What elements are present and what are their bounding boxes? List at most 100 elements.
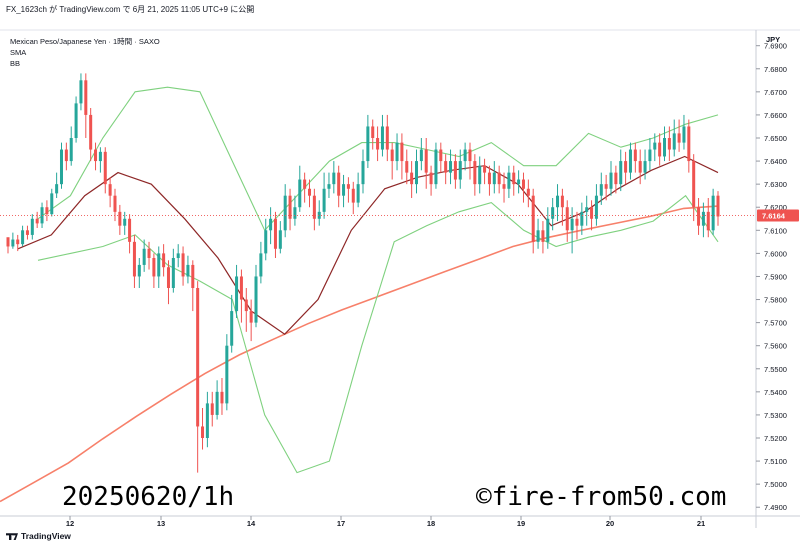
candle-body: [551, 207, 555, 219]
candle-body: [337, 172, 341, 196]
watermark-date: 20250620/1h: [62, 482, 235, 512]
candle-body: [244, 299, 248, 312]
candle-body: [531, 195, 535, 242]
candle-body: [118, 211, 122, 226]
candle-body: [633, 149, 637, 162]
candle-body: [682, 126, 686, 143]
candle-body: [521, 179, 525, 189]
candle-body: [16, 239, 20, 245]
candle-body: [449, 161, 453, 173]
symbol-title: Mexican Peso/Japanese Yen · 1時間 · SAXO: [10, 37, 160, 46]
candle-body: [653, 142, 657, 150]
price-tick-label: 7.6100: [764, 226, 787, 235]
time-tick-label: 17: [337, 519, 345, 528]
chart-legend: Mexican Peso/Japanese Yen · 1時間 · SAXO S…: [10, 36, 160, 69]
candle-body: [327, 184, 331, 189]
legend-bb[interactable]: BB: [10, 59, 21, 68]
candle-body: [50, 193, 54, 215]
candle-body: [259, 253, 263, 277]
time-tick-label: 12: [66, 519, 74, 528]
candle-body: [419, 149, 423, 162]
candle-body: [594, 195, 598, 219]
price-tick-label: 7.4900: [764, 503, 787, 512]
candle-body: [444, 161, 448, 173]
price-tick-label: 7.5200: [764, 434, 787, 443]
bb-basis-line: [17, 155, 719, 335]
candle-body: [254, 276, 258, 323]
candle-body: [108, 184, 112, 196]
legend-sma[interactable]: SMA: [10, 48, 27, 57]
price-tick-label: 7.5900: [764, 272, 787, 281]
candle-body: [186, 264, 190, 277]
candle-body: [342, 184, 346, 196]
candle-body: [624, 161, 628, 173]
candle-body: [575, 218, 579, 226]
price-tick-label: 7.6000: [764, 249, 787, 258]
candle-body: [64, 149, 68, 162]
candle-body: [585, 207, 589, 212]
candle-body: [473, 161, 477, 185]
candle-body: [94, 149, 98, 162]
candle-body: [196, 288, 200, 427]
candle-body: [298, 179, 302, 208]
candle-body: [25, 230, 29, 235]
candle-body: [235, 276, 239, 312]
candle-body: [541, 230, 545, 242]
candle-body: [658, 142, 662, 157]
candle-body: [157, 253, 161, 277]
candle-body: [230, 311, 234, 346]
candle-body: [371, 126, 375, 138]
candle-body: [667, 138, 671, 150]
candle-body: [429, 172, 433, 185]
candle-body: [171, 258, 175, 288]
tradingview-logo-icon: [6, 533, 18, 541]
last-price-label: 7.6164: [762, 212, 786, 221]
candle-body: [434, 149, 438, 185]
candle-body: [273, 218, 277, 249]
candle-body: [638, 161, 642, 173]
candle-body: [692, 161, 696, 208]
candle-body: [468, 149, 472, 162]
candle-body: [565, 207, 569, 231]
candle-body: [220, 391, 224, 404]
candle-body: [643, 161, 647, 173]
candle-body: [346, 184, 350, 189]
price-tick-label: 7.5000: [764, 480, 787, 489]
candle-body: [249, 311, 253, 323]
candle-body: [385, 126, 389, 150]
candle-body: [293, 207, 297, 219]
candle-body: [59, 149, 64, 185]
sma-line: [0, 205, 719, 503]
candle-body: [487, 172, 491, 185]
candle-body: [648, 149, 652, 162]
candle-body: [176, 253, 180, 258]
candle-body: [98, 151, 102, 162]
candle-body: [128, 218, 132, 242]
candle-body: [478, 165, 482, 185]
candle-body: [123, 218, 127, 226]
candle-body: [225, 345, 229, 404]
candle-body: [89, 114, 93, 150]
candle-body: [390, 149, 394, 162]
candle-body: [137, 264, 141, 277]
candle-body: [405, 161, 409, 173]
currency-label: JPY: [766, 35, 780, 44]
price-tick-label: 7.5700: [764, 319, 787, 328]
candle-body: [269, 218, 273, 231]
time-tick-label: 13: [157, 519, 165, 528]
candle-body: [706, 211, 710, 231]
candle-body: [351, 188, 355, 203]
time-tick-label: 19: [517, 519, 525, 528]
candle-body: [463, 149, 467, 162]
candle-body: [570, 218, 574, 231]
tradingview-logo-text: TradingView: [21, 531, 71, 541]
candle-body: [132, 241, 136, 277]
price-tick-label: 7.6500: [764, 134, 787, 143]
candle-body: [507, 172, 511, 189]
candle-body: [35, 218, 39, 224]
price-tick-label: 7.6800: [764, 65, 787, 74]
candle-body: [205, 403, 209, 438]
price-tick-label: 7.6700: [764, 88, 787, 97]
candle-body: [278, 230, 282, 249]
